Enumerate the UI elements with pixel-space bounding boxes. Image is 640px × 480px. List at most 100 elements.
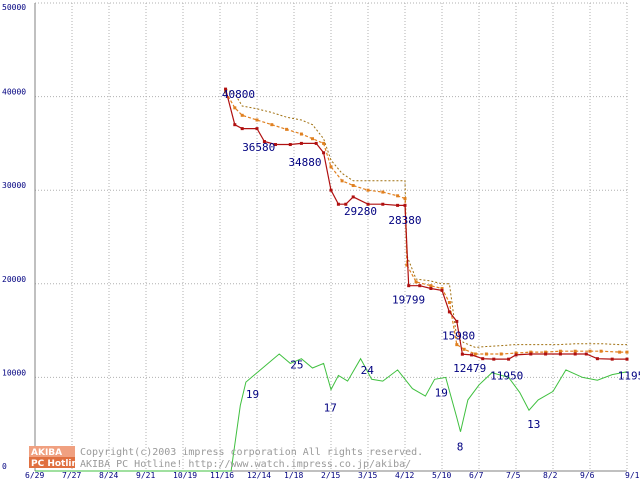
series-average-point [255, 118, 259, 122]
series-average-point [529, 350, 533, 354]
series-min-point [514, 353, 518, 357]
y-tick-label: 10000 [2, 368, 26, 377]
series-average-point [396, 194, 400, 198]
series-average-line [225, 91, 627, 355]
y-tick-label: 20000 [2, 275, 26, 284]
x-tick-label: 7/27 [62, 471, 81, 480]
data-label: 25 [290, 358, 303, 371]
series-shops-line [35, 353, 628, 472]
x-tick-label: 1/18 [284, 471, 303, 480]
data-label: 8 [457, 441, 464, 454]
series-average-point [340, 179, 344, 183]
series-min-point [610, 357, 614, 361]
data-label: 40800 [222, 88, 255, 101]
data-label: 17 [324, 401, 337, 414]
x-tick-label: 9/6 [580, 471, 595, 480]
series-min-point [584, 352, 588, 356]
data-label: 36580 [242, 141, 275, 154]
copyright-text: Copyright(c)2003 impress corporation All… [80, 447, 423, 458]
data-label: 13 [527, 418, 540, 431]
series-average-point [544, 350, 548, 354]
series-min-point [470, 353, 474, 357]
series-min-point [407, 284, 411, 288]
series-min-point [418, 284, 422, 288]
series-min-point [255, 127, 259, 131]
series-min-point [381, 202, 385, 206]
x-tick-label: 12/14 [247, 471, 271, 480]
series-max-line [225, 88, 627, 348]
series-min-point [314, 141, 318, 145]
series-layer [35, 87, 629, 472]
series-min-point [625, 357, 629, 361]
series-average-point [588, 349, 592, 353]
data-label: 29280 [344, 205, 377, 218]
series-average-point [270, 123, 274, 127]
series-average-point [462, 347, 466, 351]
x-tick-label: 2/15 [321, 471, 340, 480]
series-min-line [225, 88, 627, 360]
point-labels: 40800 36580 34880 29280 28380 19799 15980 12479… [222, 88, 640, 454]
series-min-point [460, 352, 464, 356]
data-label: 24 [361, 364, 375, 377]
data-label: 28380 [388, 214, 421, 227]
data-label: 19799 [392, 294, 425, 307]
series-average-point [499, 352, 503, 356]
x-tick-label: 9/21 [136, 471, 155, 480]
x-tick-label: 3/15 [358, 471, 377, 480]
x-tick-label: 9/13 [625, 471, 640, 480]
y-tick-label: 50000 [2, 3, 26, 12]
data-label: 15980 [442, 329, 475, 342]
series-average-point [473, 352, 477, 356]
data-label: 11950 [618, 370, 640, 383]
series-average-point [625, 350, 629, 354]
x-tick-label: 4/12 [395, 471, 414, 480]
series-min-point [329, 188, 333, 192]
series-average-point [322, 141, 326, 145]
data-label: 11950 [490, 370, 523, 383]
series-min-point [233, 123, 237, 127]
series-average-point [403, 197, 407, 201]
axes: 6/29 7/27 8/24 9/21 10/19 11/16 12/14 1/18 2/15 3… [2, 3, 640, 480]
series-average-point [558, 349, 562, 353]
series-average-point [573, 349, 577, 353]
series-min-point [507, 357, 511, 361]
logo-top-text: AKIBA [31, 448, 62, 458]
series-min-point [396, 203, 400, 207]
x-tick-label: 5/10 [432, 471, 451, 480]
series-min-point [366, 202, 370, 206]
series-average-point [440, 286, 444, 290]
series-average-point [414, 280, 418, 284]
series-average-point [599, 349, 603, 353]
url-text: AKIBA PC Hotline! http://www.watch.impre… [80, 459, 411, 470]
data-label: 12479 [453, 362, 486, 375]
x-tick-label: 7/5 [506, 471, 521, 480]
series-min-point [440, 288, 444, 292]
series-min-point [595, 357, 599, 361]
series-average-point [514, 351, 518, 355]
series-min-point [558, 352, 562, 356]
series-average-point [455, 343, 459, 347]
series-min-point [336, 202, 340, 206]
series-min-point [403, 203, 407, 207]
series-min-point [455, 319, 459, 323]
series-min-point [344, 202, 348, 206]
data-label: 19 [246, 388, 259, 401]
series-average-point [233, 106, 237, 110]
data-label: 34880 [288, 156, 321, 169]
series-min-point [492, 357, 496, 361]
grid [34, 2, 628, 472]
series-min-point [447, 310, 451, 314]
series-min-point [274, 143, 277, 147]
akiba-logo: AKIBA PC Hotline! [29, 446, 88, 469]
logo-bottom-text: PC Hotline! [31, 459, 88, 469]
x-tick-label: 6/29 [25, 471, 44, 480]
series-average-point [447, 301, 451, 305]
x-tick-label: 11/16 [210, 471, 234, 480]
series-average-point [299, 132, 303, 136]
series-min-point [262, 140, 266, 144]
x-tick-label: 6/7 [469, 471, 484, 480]
series-average-point [366, 188, 370, 192]
series-average-point [618, 350, 622, 354]
series-average-point [311, 137, 314, 141]
